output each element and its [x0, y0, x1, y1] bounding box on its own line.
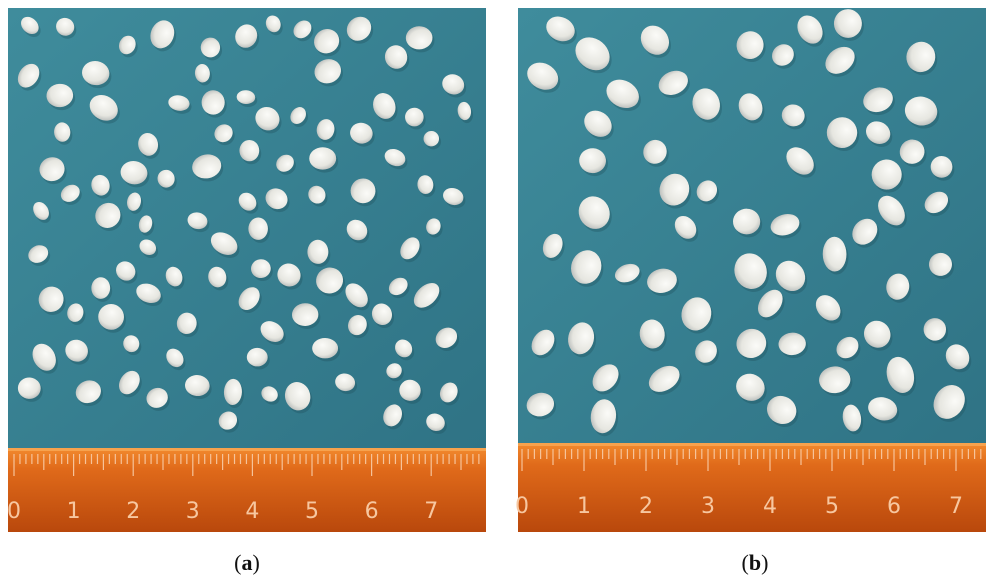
- ruler-label: 0: [7, 499, 21, 524]
- figure: 01234567(a)01234567(b): [0, 0, 987, 579]
- ruler-label: 2: [126, 499, 140, 524]
- caption-part: (: [742, 550, 749, 575]
- caption-part: a: [242, 550, 253, 575]
- ruler-label: 6: [365, 499, 379, 524]
- ruler-label: 5: [305, 499, 319, 524]
- caption-part: ): [761, 550, 768, 575]
- ruler-label: 7: [424, 499, 438, 524]
- ruler-label: 5: [825, 494, 839, 519]
- ruler-label: 7: [949, 494, 963, 519]
- granule: [239, 140, 259, 161]
- caption-part: b: [749, 550, 761, 575]
- ruler-label: 0: [515, 494, 529, 519]
- ruler-label: 6: [887, 494, 901, 519]
- ruler-label: 2: [639, 494, 653, 519]
- caption: (b): [742, 550, 769, 575]
- ruler-label: 3: [701, 494, 715, 519]
- photo-panel: 0 1 2 3 4 5 6 7: [515, 8, 986, 532]
- ruler-edge: [8, 448, 486, 451]
- caption-part: (: [234, 550, 241, 575]
- photo-panel: 0 1 2 3 4 5 6 7: [7, 8, 486, 532]
- ruler-label: 4: [763, 494, 777, 519]
- ruler-label: 4: [245, 499, 259, 524]
- ruler-label: 1: [577, 494, 591, 519]
- caption: (a): [234, 550, 260, 575]
- ruler-label: 1: [67, 499, 81, 524]
- ruler-edge: [518, 443, 986, 446]
- page: 01234567(a)01234567(b) (() => { const da…: [0, 0, 987, 579]
- granule: [309, 147, 336, 169]
- ruler-label: 3: [186, 499, 200, 524]
- caption-part: ): [253, 550, 260, 575]
